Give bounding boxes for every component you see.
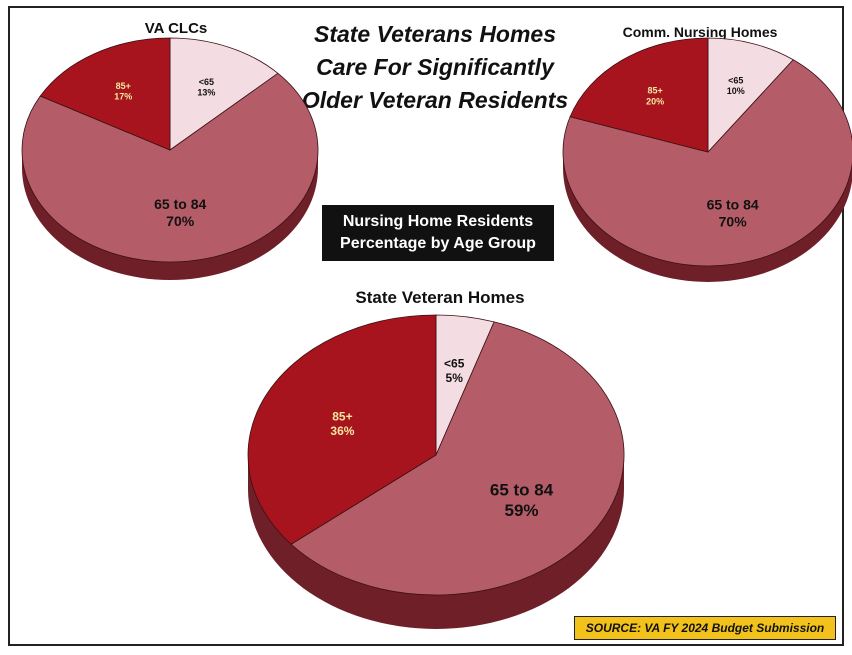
slice-label-category: <65 xyxy=(444,356,465,370)
pie-slice xyxy=(562,59,852,267)
pie-slice xyxy=(21,72,319,263)
slice-label: <655% xyxy=(444,356,465,384)
source-note: SOURCE: VA FY 2024 Budget Submission xyxy=(574,616,836,640)
chart-title-state-veteran-homes: State Veteran Homes xyxy=(355,288,525,307)
pie-slice xyxy=(247,314,437,545)
slice-label-category: <65 xyxy=(199,77,214,87)
slice-label-category: 65 to 84 xyxy=(490,481,554,500)
slice-label-percent: 20% xyxy=(646,96,664,106)
slice-label-category: <65 xyxy=(728,75,743,85)
main-title: State Veterans Homes Care For Significan… xyxy=(301,21,569,113)
subtitle-box: Nursing Home Residents Percentage by Age… xyxy=(322,205,554,261)
pie-side xyxy=(22,150,318,280)
pie-side xyxy=(248,455,624,629)
slice-label-percent: 70% xyxy=(719,213,748,229)
slice-label-category: 65 to 84 xyxy=(154,196,206,212)
slice-label-percent: 5% xyxy=(446,371,464,385)
slice-label-category: 85+ xyxy=(116,81,131,91)
chart-title-va-clcs: VA CLCs xyxy=(144,20,208,37)
slice-label-percent: 36% xyxy=(330,424,354,438)
slice-label: 85+36% xyxy=(330,409,354,437)
slice-label-category: 65 to 84 xyxy=(707,197,759,213)
pie-slice xyxy=(39,37,171,151)
slice-label-percent: 70% xyxy=(166,213,195,229)
slice-label-percent: 10% xyxy=(727,86,745,96)
slice-label: 85+17% xyxy=(114,81,132,102)
pie-slice xyxy=(169,37,279,151)
pie-slice xyxy=(569,37,709,153)
slice-label-percent: 17% xyxy=(114,92,132,102)
pie-slice xyxy=(707,37,794,154)
slice-label-percent: 13% xyxy=(197,88,215,98)
slice-label-category: 85+ xyxy=(648,85,663,95)
slice-label: 85+20% xyxy=(646,85,664,106)
pie-slice xyxy=(290,321,625,596)
slice-label-percent: 59% xyxy=(505,501,539,520)
slice-label-category: 85+ xyxy=(332,409,352,423)
chart-title-comm-nursing-homes: Comm. Nursing Homes xyxy=(622,24,778,40)
